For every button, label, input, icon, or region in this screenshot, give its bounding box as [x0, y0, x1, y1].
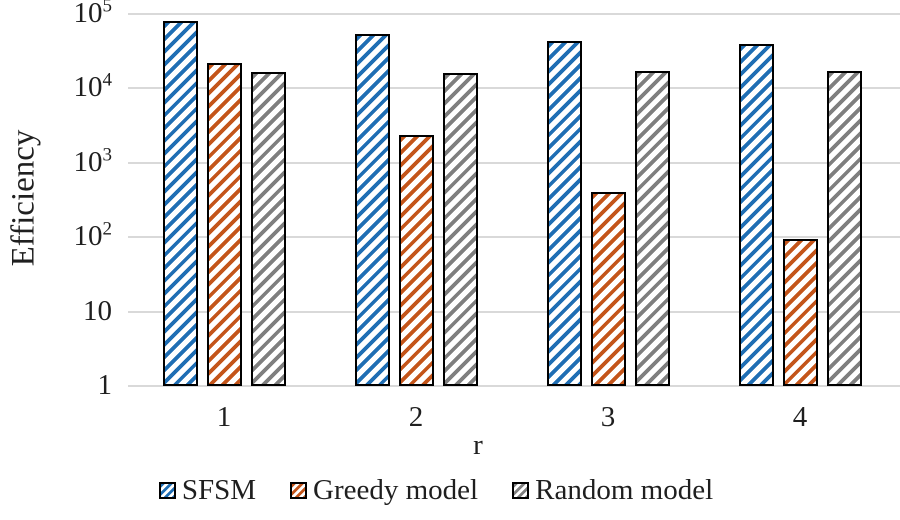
legend-swatch-random-model-icon [512, 481, 530, 499]
y-tick-base: 10 [83, 294, 112, 327]
bar-greedy-model-r4 [782, 238, 818, 386]
x-tick-4: 4 [792, 401, 808, 433]
gridline-10 [128, 310, 900, 313]
y-tick-base: 10 [73, 145, 103, 178]
plot-area [128, 13, 900, 387]
gridline-1000 [128, 161, 900, 164]
legend-swatch-greedy-model-icon [290, 481, 308, 499]
y-tick-exponent: 2 [102, 218, 113, 240]
x-tick-1: 1 [216, 401, 232, 433]
y-tick-exponent: 4 [102, 69, 113, 91]
bar-random-model-r1 [250, 72, 286, 386]
bar-random-model-r3 [634, 71, 670, 386]
legend-label-random-model: Random model [535, 474, 714, 506]
legend-swatch-sfsm-icon [158, 481, 176, 499]
gridline-100 [128, 236, 900, 239]
bar-sfsm-r2 [354, 33, 390, 386]
bar-sfsm-r3 [546, 41, 582, 386]
y-tick-base: 10 [73, 220, 103, 253]
gridline-100000 [128, 13, 900, 15]
y-tick-100: 102 [0, 218, 113, 253]
bar-random-model-r4 [826, 71, 862, 386]
y-tick-base: 10 [73, 0, 103, 29]
y-tick-exponent: 3 [102, 144, 113, 166]
gridline-10000 [128, 87, 900, 90]
y-tick-base: 10 [73, 71, 103, 104]
y-tick-base: 1 [97, 369, 113, 401]
bar-greedy-model-r2 [398, 134, 434, 386]
y-tick-10000: 104 [0, 69, 113, 104]
x-tick-2: 2 [408, 401, 424, 433]
bar-random-model-r2 [442, 73, 478, 386]
gridline-1 [128, 385, 900, 387]
bar-greedy-model-r1 [206, 62, 242, 386]
legend-item-greedy-model: Greedy model [290, 474, 478, 506]
y-tick-1000: 103 [0, 144, 113, 178]
legend: SFSM Greedy model Random model [0, 474, 872, 506]
x-axis-title: r [473, 429, 483, 461]
x-tick-3: 3 [600, 401, 616, 433]
bar-sfsm-r1 [162, 21, 198, 386]
bar-greedy-model-r3 [590, 192, 626, 386]
legend-label-sfsm: SFSM [181, 474, 257, 506]
y-tick-10: 10 [0, 296, 112, 326]
y-tick-1: 1 [0, 369, 113, 401]
bar-sfsm-r4 [738, 43, 774, 386]
legend-label-greedy-model: Greedy model [313, 474, 479, 506]
y-tick-exponent: 5 [102, 0, 113, 17]
legend-item-random-model: Random model [512, 474, 713, 506]
legend-item-sfsm: SFSM [158, 474, 257, 506]
y-tick-100000: 105 [0, 0, 113, 29]
